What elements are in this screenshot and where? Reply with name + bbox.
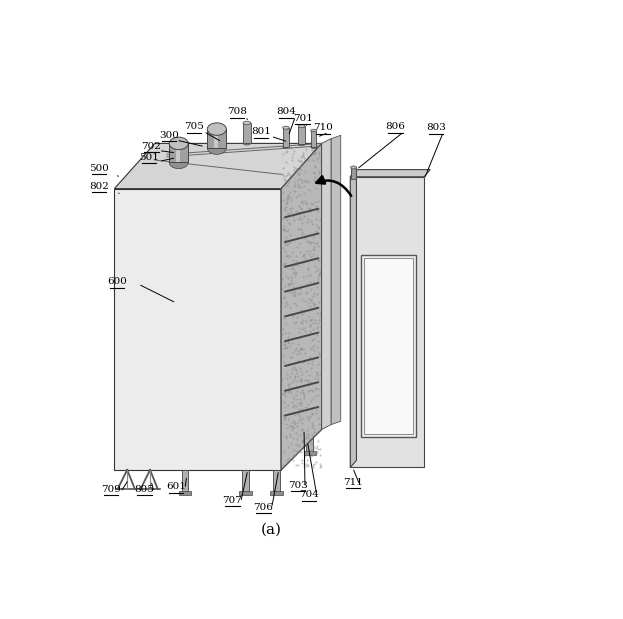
Text: 711: 711	[343, 478, 363, 487]
Text: 705: 705	[184, 123, 204, 131]
Ellipse shape	[298, 143, 305, 146]
Text: 701: 701	[293, 114, 313, 123]
Polygon shape	[115, 189, 281, 470]
Polygon shape	[207, 129, 226, 148]
Bar	[179, 491, 191, 495]
Polygon shape	[176, 144, 179, 162]
Bar	[351, 168, 356, 180]
Text: 709: 709	[101, 485, 121, 494]
Text: 806: 806	[386, 123, 406, 131]
Bar	[270, 491, 283, 495]
Ellipse shape	[311, 129, 316, 132]
Ellipse shape	[283, 126, 289, 129]
Text: 702: 702	[141, 142, 161, 150]
Ellipse shape	[298, 125, 305, 128]
Polygon shape	[281, 144, 321, 470]
Text: 803: 803	[426, 123, 446, 132]
Bar	[239, 491, 252, 495]
Ellipse shape	[207, 123, 226, 136]
Bar	[303, 451, 316, 454]
Text: 703: 703	[288, 481, 308, 490]
Polygon shape	[350, 170, 356, 467]
Text: 802: 802	[89, 182, 109, 191]
Text: 706: 706	[254, 503, 273, 512]
Text: 300: 300	[159, 131, 179, 140]
Ellipse shape	[243, 121, 250, 124]
Polygon shape	[214, 129, 218, 148]
Bar	[283, 128, 289, 147]
Polygon shape	[350, 177, 424, 467]
Bar	[361, 256, 416, 436]
Ellipse shape	[169, 156, 188, 168]
Ellipse shape	[169, 137, 188, 150]
Polygon shape	[281, 144, 321, 470]
Polygon shape	[350, 170, 430, 177]
Polygon shape	[115, 144, 321, 189]
Ellipse shape	[351, 166, 356, 169]
Text: 704: 704	[299, 490, 319, 500]
Text: 804: 804	[276, 107, 296, 116]
Bar	[243, 123, 250, 144]
Bar	[307, 430, 313, 452]
Text: (a): (a)	[261, 522, 282, 537]
Text: 501: 501	[139, 152, 159, 162]
Polygon shape	[331, 136, 341, 425]
Bar	[242, 470, 249, 493]
Polygon shape	[321, 139, 331, 430]
Text: 805: 805	[135, 485, 155, 494]
Polygon shape	[169, 144, 188, 162]
Ellipse shape	[243, 142, 250, 145]
Bar	[298, 126, 305, 144]
Bar	[181, 470, 188, 493]
Text: 708: 708	[227, 107, 247, 116]
Text: 710: 710	[313, 123, 333, 132]
Ellipse shape	[311, 146, 316, 149]
Ellipse shape	[207, 142, 226, 154]
Ellipse shape	[283, 145, 289, 148]
Bar	[311, 131, 316, 147]
Text: 600: 600	[107, 277, 126, 287]
FancyArrowPatch shape	[316, 176, 351, 196]
Text: 707: 707	[222, 496, 242, 504]
Text: 500: 500	[89, 164, 109, 173]
Bar	[273, 470, 280, 493]
Text: 801: 801	[251, 128, 271, 136]
Text: 601: 601	[166, 482, 186, 491]
Bar	[364, 258, 413, 434]
